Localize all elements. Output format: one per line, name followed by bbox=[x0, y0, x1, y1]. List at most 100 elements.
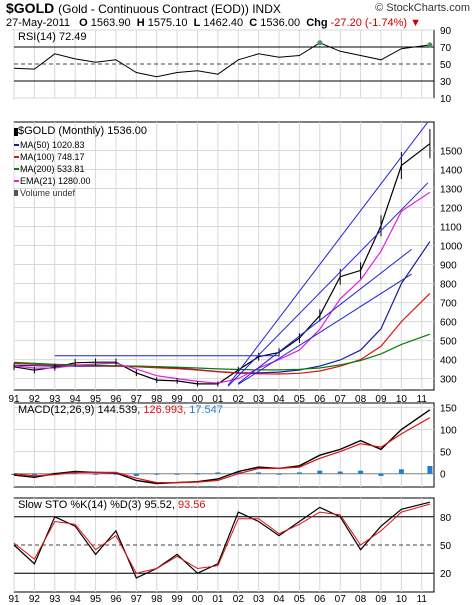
y-tick-label: 400 bbox=[440, 356, 457, 367]
price-value: 1536.00 bbox=[107, 125, 147, 137]
macd-histogram-bar bbox=[113, 473, 119, 475]
x-tick-label: 98 bbox=[151, 594, 163, 605]
x-tick-label: 03 bbox=[253, 394, 265, 405]
macd-histogram-bar bbox=[337, 471, 343, 474]
legend-ema21: EMA(21) 1280.00 bbox=[20, 176, 91, 186]
sto-value-1: 95.52, bbox=[144, 499, 175, 511]
macd-histogram-bar bbox=[296, 472, 302, 474]
high-value: 1575.10 bbox=[147, 17, 188, 29]
x-tick-label: 10 bbox=[396, 594, 408, 605]
macd-histogram-bar bbox=[317, 470, 323, 474]
macd-histogram-bar bbox=[235, 471, 241, 474]
macd-value-1: 144.539, bbox=[97, 404, 140, 416]
y-tick-label: 300 bbox=[440, 375, 457, 386]
x-tick-label: 09 bbox=[375, 394, 387, 405]
chg-value: -27.20 (-1.74%) bbox=[330, 17, 408, 29]
x-tick-label: 98 bbox=[151, 394, 163, 405]
macd-histogram-bar bbox=[31, 473, 37, 476]
x-tick-label: 08 bbox=[355, 594, 367, 605]
y-tick-label: 900 bbox=[440, 261, 457, 272]
x-tick-label: 11 bbox=[417, 594, 428, 605]
macd-histogram-bar bbox=[133, 473, 139, 476]
sto-d-line bbox=[13, 503, 431, 574]
y-tick-label: 1100 bbox=[440, 223, 462, 234]
y-tick-label: 70 bbox=[440, 43, 452, 54]
low-label: L bbox=[193, 17, 201, 29]
x-tick-label: 06 bbox=[314, 594, 326, 605]
macd-histogram-bar bbox=[378, 473, 384, 476]
symbol-name: (Gold - Continuous Contract (EOD)) INDX bbox=[58, 2, 281, 16]
macd-histogram-bar bbox=[398, 469, 404, 474]
quote-line: 27-May-2011 O 1563.90 H 1575.10 L 1462.4… bbox=[6, 17, 421, 29]
macd-signal-line bbox=[13, 417, 431, 484]
x-tick-label: 91 bbox=[8, 594, 20, 605]
price-symbol: $GOLD (Monthly) bbox=[18, 125, 104, 137]
symbol-title: $GOLD bbox=[6, 0, 55, 16]
y-tick-label: 30 bbox=[440, 77, 452, 88]
x-tick-label: 00 bbox=[192, 394, 204, 405]
x-tick-label: 00 bbox=[192, 594, 204, 605]
fan-line bbox=[237, 248, 412, 384]
sto-name: Slow STO %K(14) %D(3) bbox=[18, 499, 141, 511]
rsi-label: RSI(14) 72.49 bbox=[18, 31, 86, 43]
legend-ma50: MA(50) 1020.83 bbox=[20, 140, 85, 150]
y-tick-label: 0 bbox=[440, 470, 446, 481]
x-tick-label: 02 bbox=[233, 394, 245, 405]
x-tick-label: 94 bbox=[70, 594, 82, 605]
volume-icon bbox=[14, 190, 18, 196]
trend-channel-upper bbox=[227, 121, 429, 386]
y-tick-label: 1300 bbox=[440, 185, 463, 196]
rsi-overbought-point bbox=[317, 40, 323, 46]
x-tick-label: 95 bbox=[90, 394, 102, 405]
y-tick-label: 150 bbox=[440, 403, 457, 414]
price-bar-icon bbox=[14, 128, 18, 136]
y-tick-label: 1000 bbox=[440, 242, 463, 253]
y-tick-label: 800 bbox=[440, 280, 457, 291]
macd-histogram-bar bbox=[276, 473, 282, 475]
y-tick-label: 1200 bbox=[440, 204, 463, 215]
macd-histogram-bar bbox=[72, 472, 78, 474]
legend-ma100: MA(100) 748.17 bbox=[20, 152, 85, 162]
x-tick-label: 95 bbox=[90, 594, 102, 605]
legend-volume: Volume undef bbox=[20, 188, 76, 198]
sto-k-line bbox=[13, 501, 431, 579]
x-tick-label: 99 bbox=[172, 394, 184, 405]
y-tick-label: 20 bbox=[440, 569, 452, 580]
x-tick-label: 11 bbox=[417, 394, 428, 405]
macd-name: MACD(12,26,9) bbox=[18, 404, 94, 416]
price-label: $GOLD (Monthly) 1536.00 bbox=[18, 125, 147, 137]
y-tick-label: 700 bbox=[440, 299, 457, 310]
x-tick-label: 01 bbox=[212, 394, 224, 405]
sto-value-2: 93.56 bbox=[178, 499, 206, 511]
macd-histogram-bar bbox=[174, 473, 180, 475]
macd-histogram-bar bbox=[93, 473, 99, 475]
y-tick-label: 1500 bbox=[440, 147, 463, 158]
y-tick-label: 50 bbox=[440, 60, 452, 71]
y-tick-label: 50 bbox=[440, 448, 452, 459]
y-tick-label: 500 bbox=[440, 337, 457, 348]
x-tick-label: 92 bbox=[29, 594, 41, 605]
down-arrow-icon: ▼ bbox=[410, 17, 422, 29]
brand-logo[interactable]: © StockCharts.com bbox=[375, 2, 470, 14]
sto-label: Slow STO %K(14) %D(3) 95.52, 93.56 bbox=[18, 499, 206, 511]
macd-histogram-bar bbox=[11, 473, 17, 476]
x-tick-label: 03 bbox=[253, 594, 265, 605]
x-tick-label: 91 bbox=[8, 394, 20, 405]
x-tick-label: 93 bbox=[49, 594, 61, 605]
x-tick-label: 97 bbox=[131, 394, 143, 405]
macd-histogram-bar bbox=[256, 472, 262, 474]
macd-histogram-bar bbox=[154, 473, 160, 475]
x-tick-label: 92 bbox=[29, 394, 41, 405]
y-tick-label: 10 bbox=[440, 94, 452, 105]
close-value: 1536.00 bbox=[260, 17, 301, 29]
price-panel-frame bbox=[13, 121, 435, 391]
x-tick-label: 01 bbox=[212, 594, 224, 605]
x-tick-label: 93 bbox=[49, 394, 61, 405]
x-tick-label: 96 bbox=[110, 594, 122, 605]
open-value: 1563.90 bbox=[90, 17, 131, 29]
y-tick-label: 80 bbox=[440, 513, 452, 524]
rsi-line bbox=[13, 42, 430, 78]
close-label: C bbox=[249, 17, 258, 29]
